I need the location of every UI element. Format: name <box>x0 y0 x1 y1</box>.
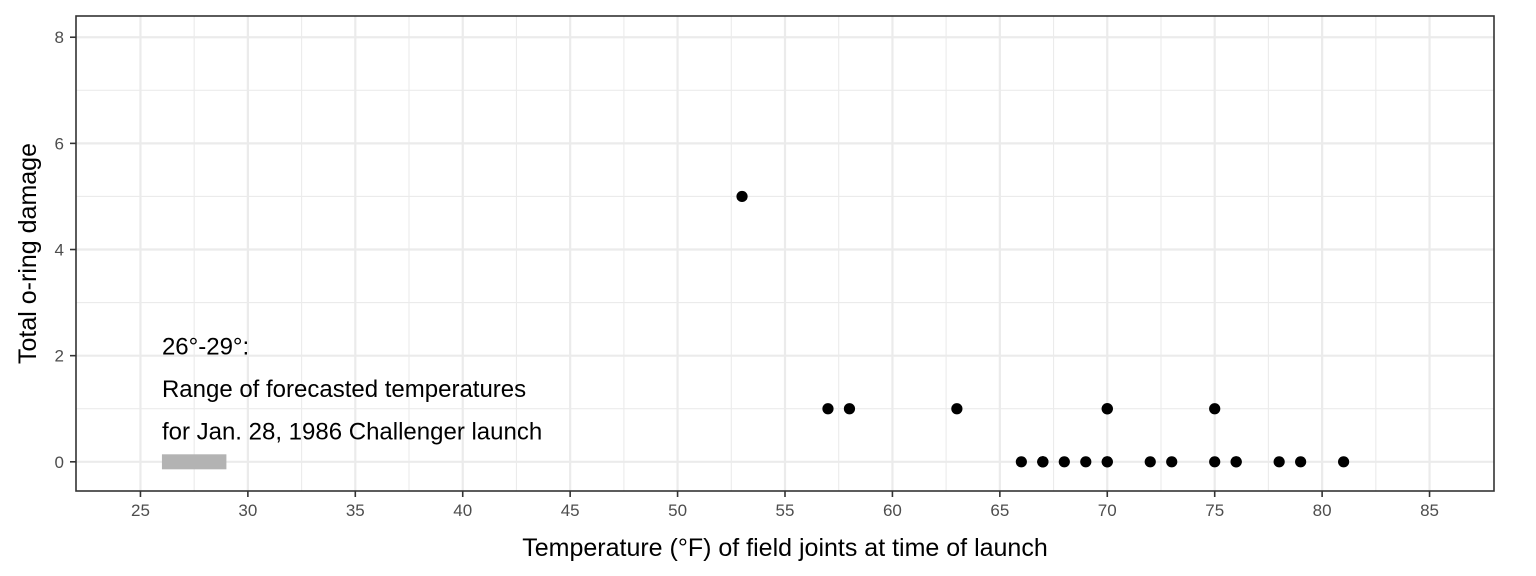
data-point <box>1144 456 1156 468</box>
data-point <box>1295 456 1307 468</box>
x-axis: 25 30 35 40 45 50 55 60 65 70 75 80 85 <box>131 491 1439 520</box>
data-point <box>1209 456 1221 468</box>
x-tick-label: 55 <box>776 501 795 520</box>
x-tick-label: 25 <box>131 501 150 520</box>
x-axis-title: Temperature (°F) of field joints at time… <box>522 534 1048 562</box>
y-axis-title: Total o-ring damage <box>14 143 42 364</box>
y-tick-label: 6 <box>55 134 64 153</box>
data-points <box>736 190 1350 468</box>
y-tick-label: 8 <box>55 28 64 47</box>
x-tick-label: 85 <box>1420 501 1439 520</box>
x-tick-label: 45 <box>561 501 580 520</box>
data-point <box>736 190 748 203</box>
y-axis: 0 2 4 6 8 <box>55 28 76 472</box>
data-point <box>1058 456 1070 468</box>
y-tick-label: 4 <box>55 241 64 260</box>
data-point <box>1209 403 1221 415</box>
annotation: 26°-29°: Range of forecasted temperatures… <box>162 334 542 446</box>
x-tick-label: 35 <box>346 501 365 520</box>
grid-lines <box>76 16 1494 491</box>
data-point <box>843 403 856 415</box>
forecast-range-layer <box>161 454 227 470</box>
data-point <box>1101 403 1113 415</box>
data-point <box>1101 456 1113 468</box>
data-point <box>1015 456 1027 468</box>
data-point <box>951 403 963 415</box>
x-tick-label: 30 <box>238 501 257 520</box>
data-point <box>1080 456 1092 468</box>
data-point <box>1338 456 1350 468</box>
x-tick-label: 50 <box>668 501 687 520</box>
data-point <box>822 403 834 415</box>
y-tick-label: 0 <box>55 453 64 472</box>
data-point <box>1230 456 1242 468</box>
x-tick-label: 70 <box>1098 501 1117 520</box>
annotation-line: for Jan. 28, 1986 Challenger launch <box>162 419 542 446</box>
data-point <box>1037 456 1049 468</box>
x-tick-label: 40 <box>453 501 472 520</box>
x-tick-label: 60 <box>883 501 902 520</box>
forecast-range-bar <box>161 454 227 470</box>
data-point <box>1273 456 1285 468</box>
x-tick-label: 65 <box>990 501 1009 520</box>
x-tick-label: 75 <box>1205 501 1224 520</box>
data-point <box>1166 456 1178 468</box>
annotation-line: 26°-29°: <box>162 334 249 361</box>
annotation-line: Range of forecasted temperatures <box>162 376 526 403</box>
x-tick-label: 80 <box>1313 501 1332 520</box>
y-tick-label: 2 <box>55 347 64 366</box>
